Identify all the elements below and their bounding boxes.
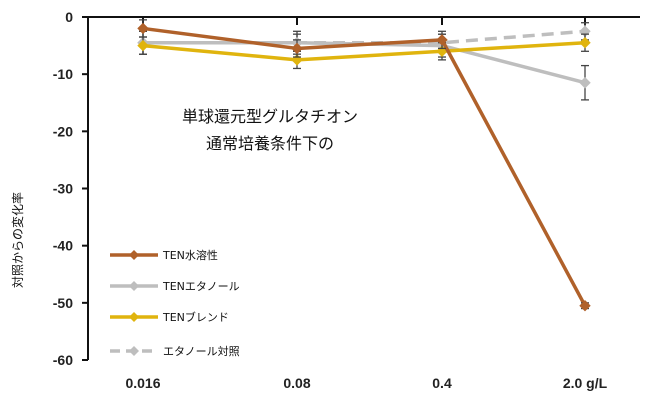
y-tick-label: -50 [53, 295, 73, 311]
series-4 [137, 22, 591, 55]
series-line [142, 40, 586, 62]
legend-swatch-marker [129, 250, 139, 260]
x-tick-label: 0.4 [432, 375, 452, 391]
annotation-line-1: 単球還元型グルタチオン [182, 107, 358, 126]
legend-swatch-marker [129, 312, 139, 322]
x-tick-label: 0.016 [125, 375, 160, 391]
data-point [291, 42, 303, 55]
annotation: 単球還元型グルタチオン 通常培養条件下の [182, 107, 358, 153]
y-tick-label: -30 [53, 181, 73, 197]
axes: 0 -10 -20 -30 -40 -50 -60 0.016 0.08 0.4 2.0 g/L [53, 9, 640, 391]
y-axis-label: 対照からの変化率 [10, 192, 25, 288]
annotation-line-2: 通常培養条件下の [206, 134, 334, 153]
legend-item-2: TENエタノール [110, 280, 240, 293]
data-point [579, 77, 591, 89]
legend-swatch-marker [129, 346, 139, 356]
series-line [142, 26, 587, 307]
legend-item-3: TENブレンド [110, 310, 229, 324]
series-1 [137, 19, 591, 312]
y-tick-label: -10 [53, 66, 73, 82]
legend-label: TENエタノール [162, 280, 240, 293]
data-point [436, 34, 448, 46]
data-point [579, 37, 591, 49]
data-point [137, 39, 149, 52]
x-tick-label: 2.0 g/L [563, 375, 608, 391]
y-tick-label: -40 [53, 238, 73, 254]
data-point [579, 299, 591, 312]
legend-label: エタノール対照 [163, 344, 240, 358]
series-line [143, 40, 586, 85]
legend-swatch-marker [129, 281, 139, 291]
data-point [137, 22, 149, 35]
series-3 [137, 33, 591, 70]
y-tick-label: 0 [65, 9, 73, 25]
y-axis-title: 対照からの変化率 [10, 192, 25, 288]
legend-item-4: エタノール対照 [110, 344, 240, 358]
legend-label: TEN水溶性 [162, 248, 218, 262]
y-tick-label: -20 [53, 123, 73, 139]
series-layer [137, 19, 591, 312]
legend-label: TENブレンド [162, 310, 229, 324]
y-tick-label: -60 [53, 352, 73, 368]
legend-item-1: TEN水溶性 [110, 248, 218, 262]
x-tick-label: 0.08 [283, 375, 310, 391]
